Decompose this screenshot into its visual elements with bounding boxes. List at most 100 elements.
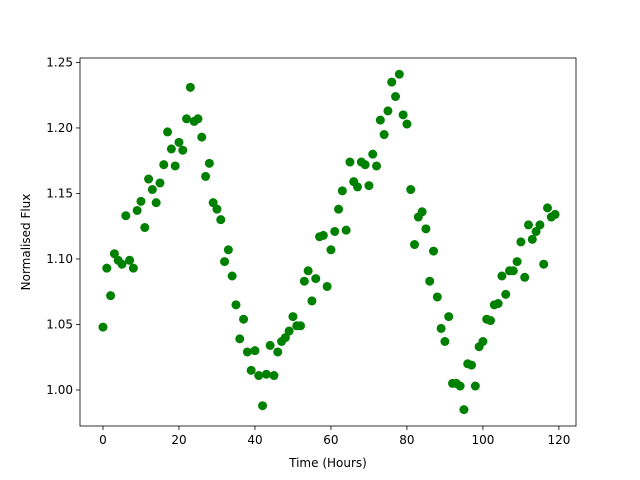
x-tick-label: 60: [323, 433, 338, 447]
y-tick-label: 1.05: [46, 317, 73, 331]
point: [246, 365, 256, 375]
point: [341, 225, 351, 235]
point: [406, 185, 416, 195]
point: [117, 259, 127, 269]
x-tick-label: 20: [171, 433, 186, 447]
point: [147, 185, 157, 195]
point: [273, 347, 283, 357]
point: [128, 263, 138, 273]
point: [284, 326, 294, 336]
point: [486, 316, 496, 326]
point: [258, 401, 268, 411]
point: [144, 174, 154, 184]
point: [512, 257, 522, 267]
point: [121, 211, 131, 221]
point: [516, 237, 526, 247]
point: [98, 322, 108, 332]
y-axis-label: Normalised Flux: [19, 194, 33, 291]
point: [501, 289, 511, 299]
point: [151, 198, 161, 208]
point: [140, 223, 150, 233]
point: [125, 255, 135, 265]
point: [524, 220, 534, 230]
point: [467, 360, 477, 370]
point: [379, 130, 389, 140]
point: [334, 204, 344, 214]
point: [364, 181, 374, 191]
point: [265, 340, 275, 350]
point: [170, 161, 180, 171]
y-tick-label: 1.20: [46, 121, 73, 135]
point: [220, 257, 230, 267]
point: [303, 266, 313, 276]
point: [109, 249, 119, 259]
point: [436, 323, 446, 333]
point: [254, 371, 264, 381]
point: [493, 299, 503, 309]
point: [197, 132, 207, 142]
point: [550, 209, 560, 219]
point: [497, 271, 507, 281]
point: [163, 127, 173, 137]
point: [178, 145, 188, 155]
y-tick-label: 1.00: [46, 383, 73, 397]
point: [174, 137, 184, 147]
point: [383, 106, 393, 116]
point: [410, 240, 420, 250]
point: [330, 226, 340, 236]
point: [318, 230, 328, 240]
point: [155, 178, 165, 188]
point: [166, 144, 176, 154]
point: [136, 196, 146, 206]
point: [185, 82, 195, 92]
point: [455, 381, 465, 391]
point: [444, 312, 454, 322]
x-tick-label: 40: [247, 433, 262, 447]
point: [402, 119, 412, 129]
point: [204, 158, 214, 168]
point: [531, 226, 541, 236]
point: [326, 245, 336, 255]
point: [132, 205, 142, 215]
x-tick-label: 120: [547, 433, 570, 447]
point: [345, 157, 355, 167]
point: [478, 337, 488, 347]
point: [372, 161, 382, 171]
point: [539, 259, 549, 269]
point: [520, 272, 530, 282]
point: [375, 115, 385, 125]
point: [269, 371, 279, 381]
point: [299, 276, 309, 286]
point: [322, 281, 332, 291]
point: [508, 266, 518, 276]
y-tick-label: 1.10: [46, 252, 73, 266]
point: [288, 312, 298, 322]
point: [421, 224, 431, 234]
point: [182, 114, 192, 124]
point: [398, 110, 408, 120]
point: [193, 114, 203, 124]
point: [425, 276, 435, 286]
point: [432, 292, 442, 302]
y-tick-label: 1.25: [46, 55, 73, 69]
point: [159, 160, 169, 170]
point: [242, 347, 252, 357]
point: [239, 314, 249, 324]
point: [208, 198, 218, 208]
point: [527, 234, 537, 244]
point: [470, 381, 480, 391]
point: [417, 207, 427, 217]
point: [227, 271, 237, 281]
point: [261, 369, 271, 379]
x-tick-label: 100: [471, 433, 494, 447]
point: [440, 337, 450, 347]
point: [235, 334, 245, 344]
y-tick-label: 1.15: [46, 186, 73, 200]
point: [535, 220, 545, 230]
x-tick-label: 80: [399, 433, 414, 447]
point: [353, 182, 363, 192]
point: [106, 291, 116, 301]
point: [311, 274, 321, 284]
point: [543, 203, 553, 213]
